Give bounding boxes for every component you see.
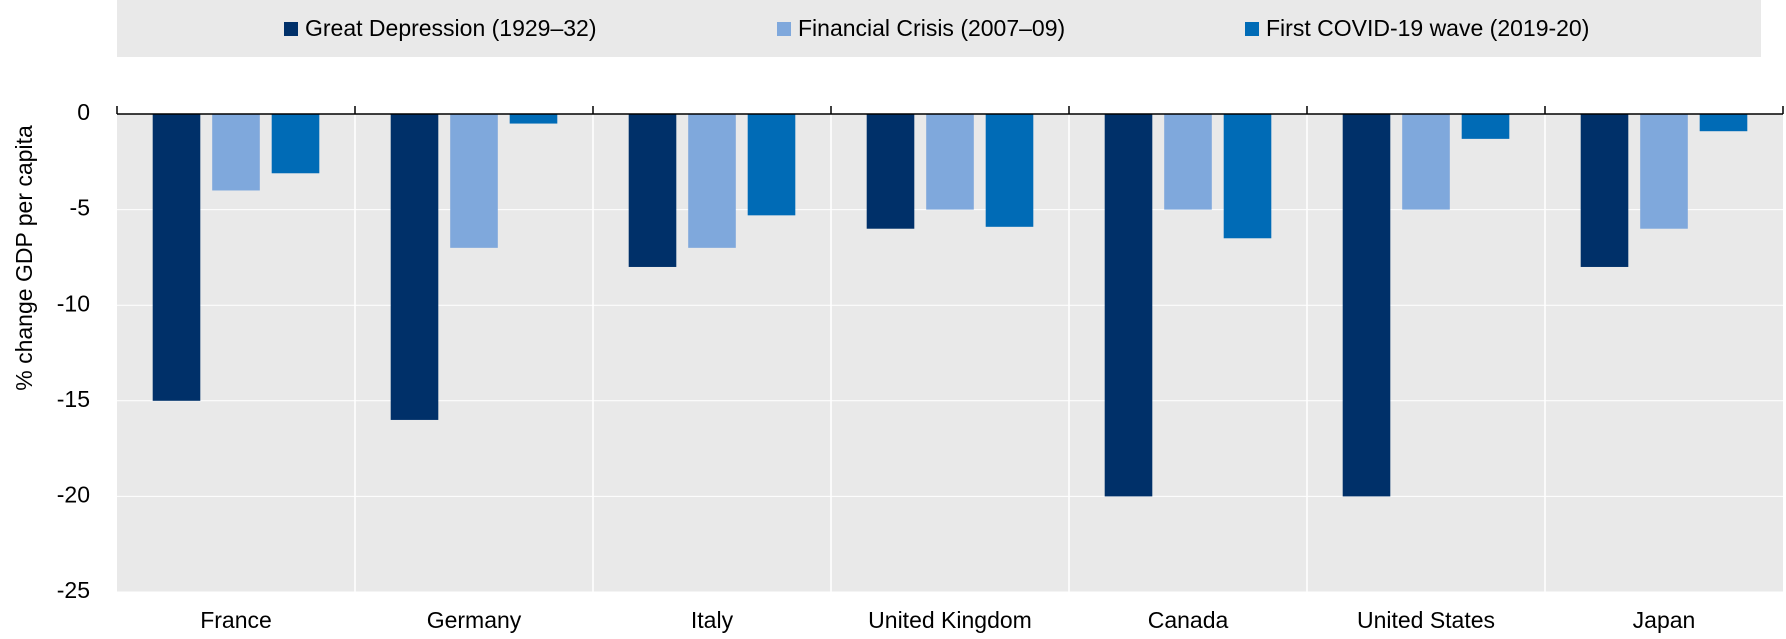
legend-background xyxy=(117,0,1761,57)
bar xyxy=(1461,114,1510,139)
legend-swatch xyxy=(777,22,791,36)
x-tick-label: France xyxy=(200,607,272,633)
bar xyxy=(1699,114,1748,132)
y-tick-label: -5 xyxy=(70,195,90,221)
legend-swatch xyxy=(284,22,298,36)
bar xyxy=(1104,114,1153,497)
y-tick-label: -15 xyxy=(57,386,90,412)
x-tick-label: United States xyxy=(1357,607,1495,633)
x-tick-label: Italy xyxy=(691,607,734,633)
legend-label: Great Depression (1929–32) xyxy=(305,15,597,41)
bar xyxy=(985,114,1034,227)
bar xyxy=(1580,114,1629,267)
y-tick-label: -25 xyxy=(57,577,90,603)
legend-swatch xyxy=(1245,22,1259,36)
y-axis-title: % change GDP per capita xyxy=(11,125,37,391)
bar xyxy=(390,114,439,420)
legend-label: First COVID-19 wave (2019-20) xyxy=(1266,15,1589,41)
bar xyxy=(450,114,498,248)
bar xyxy=(1342,114,1391,497)
bar xyxy=(747,114,796,216)
bar xyxy=(152,114,201,401)
y-tick-label: -20 xyxy=(57,481,90,507)
bar xyxy=(1640,114,1688,229)
bar xyxy=(1402,114,1450,210)
y-tick-label: 0 xyxy=(77,99,90,125)
bar xyxy=(926,114,974,210)
bar xyxy=(866,114,915,229)
bar xyxy=(1223,114,1272,239)
bar xyxy=(212,114,260,191)
legend-label: Financial Crisis (2007–09) xyxy=(798,15,1065,41)
x-tick-label: United Kingdom xyxy=(868,607,1032,633)
bar xyxy=(628,114,677,267)
x-tick-label: Germany xyxy=(427,607,522,633)
x-tick-label: Japan xyxy=(1633,607,1696,633)
bar xyxy=(509,114,558,124)
bar xyxy=(271,114,320,174)
bar xyxy=(688,114,736,248)
y-tick-label: -10 xyxy=(57,290,90,316)
x-tick-label: Canada xyxy=(1148,607,1229,633)
bar xyxy=(1164,114,1212,210)
